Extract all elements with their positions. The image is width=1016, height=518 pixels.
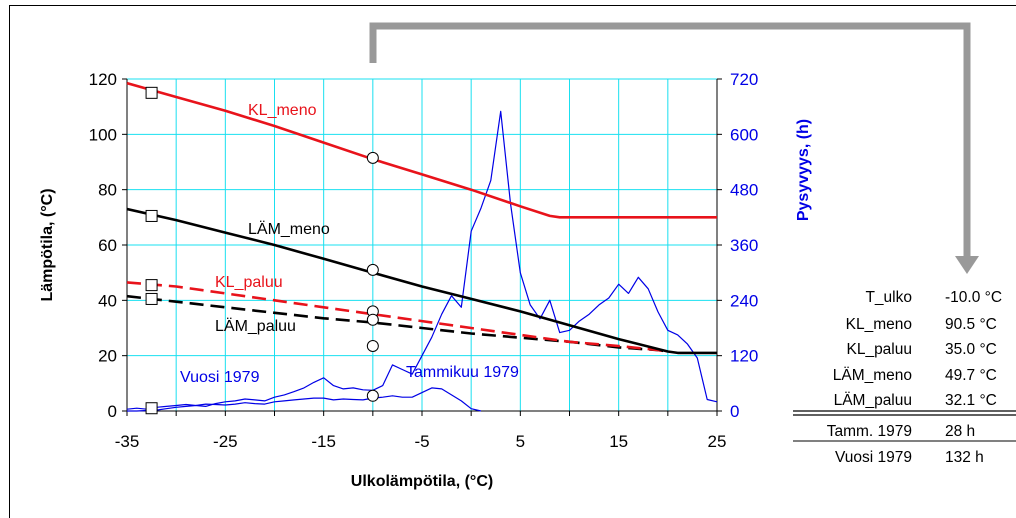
y2-tick-label: 720 xyxy=(730,70,758,89)
connector-arrow-line xyxy=(369,22,971,258)
table-label: KL_paluu xyxy=(846,341,912,358)
y-tick-label: 40 xyxy=(98,291,117,310)
marker-square xyxy=(145,402,158,415)
x-tick-label: -35 xyxy=(115,432,140,451)
series-line xyxy=(127,387,482,412)
table-label: KL_meno xyxy=(846,316,912,333)
y2-tick-label: 0 xyxy=(730,402,739,421)
marker-circle xyxy=(366,389,379,402)
y2-tick-label: 480 xyxy=(730,181,758,200)
series-annotation: KL_meno xyxy=(248,102,317,119)
table-value: 28 h xyxy=(945,423,975,440)
y2-tick-label: 240 xyxy=(730,291,758,310)
series-annotation: Tammikuu 1979 xyxy=(406,364,519,381)
y-tick-label: 60 xyxy=(98,236,117,255)
series-line xyxy=(126,294,668,353)
series-annotation: LÄM_meno xyxy=(248,220,330,238)
marker-circle xyxy=(366,151,379,164)
y-tick-label: 80 xyxy=(98,181,117,200)
table-label: LÄM_meno xyxy=(833,367,912,384)
marker-square xyxy=(145,279,158,292)
y-tick-label: 120 xyxy=(89,70,117,89)
series-annotation: KL_paluu xyxy=(215,274,283,291)
series-annotation: Vuosi 1979 xyxy=(180,369,260,386)
y2-tick-label: 360 xyxy=(730,236,758,255)
y2-tick-label: 600 xyxy=(730,125,758,144)
table-value: 35.0 °C xyxy=(945,341,997,358)
x-tick-label: -5 xyxy=(414,432,429,451)
marker-circle xyxy=(366,339,379,352)
y-axis-title: Lämpötila, (°C) xyxy=(39,188,56,301)
series-annotation: LÄM_paluu xyxy=(215,317,296,335)
marker-circle xyxy=(366,313,379,326)
table-value: 49.7 °C xyxy=(945,367,997,384)
x-tick-label: -15 xyxy=(311,432,336,451)
marker-square xyxy=(145,292,158,305)
marker-square xyxy=(145,86,158,99)
table-label: T_ulko xyxy=(865,289,912,306)
table-value: -10.0 °C xyxy=(945,289,1002,306)
table-label: Vuosi 1979 xyxy=(835,449,912,466)
table-value: 90.5 °C xyxy=(945,316,997,333)
table-label: LÄM_paluu xyxy=(834,392,912,409)
marker-square xyxy=(145,209,158,222)
table-label: Tamm. 1979 xyxy=(827,423,912,440)
x-tick-label: 25 xyxy=(708,432,727,451)
y2-axis-title: Pysyvyys, (h) xyxy=(795,119,812,221)
table-value: 32.1 °C xyxy=(945,392,997,409)
series-line xyxy=(126,81,717,219)
x-tick-label: 5 xyxy=(516,432,525,451)
x-axis-title: Ulkolämpötila, (°C) xyxy=(351,473,493,490)
y-tick-label: 20 xyxy=(98,347,117,366)
series-line xyxy=(126,110,718,410)
x-tick-label: -25 xyxy=(213,432,238,451)
y2-tick-label: 120 xyxy=(730,347,758,366)
x-tick-label: 15 xyxy=(609,432,628,451)
chart-frame xyxy=(9,5,1016,518)
marker-circle xyxy=(366,263,379,276)
series-line xyxy=(126,281,668,353)
table-value: 132 h xyxy=(945,449,984,466)
connector-arrowhead xyxy=(955,256,979,274)
series-line xyxy=(126,207,717,355)
y-tick-label: 100 xyxy=(89,125,117,144)
y-tick-label: 0 xyxy=(108,402,117,421)
